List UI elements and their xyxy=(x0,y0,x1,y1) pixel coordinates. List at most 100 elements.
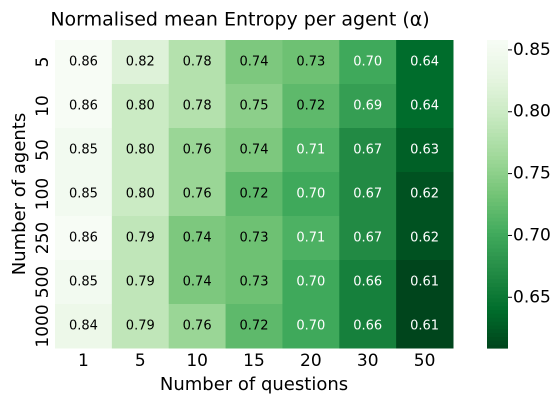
colorbar-segment xyxy=(487,120,508,126)
heatmap-cell xyxy=(225,128,283,173)
cell-label: 0.73 xyxy=(240,231,269,246)
cell-label: 0.64 xyxy=(410,55,439,70)
heatmap-cell xyxy=(396,84,454,129)
colorbar-segment xyxy=(487,93,508,99)
colorbar-segment xyxy=(487,209,508,214)
colorbar-segment xyxy=(487,97,508,103)
colorbar-segment xyxy=(487,132,508,137)
cell-label: 0.74 xyxy=(240,55,269,70)
cell-label: 0.86 xyxy=(69,99,98,114)
colorbar-segment xyxy=(487,220,508,226)
cell-label: 0.71 xyxy=(296,143,325,158)
colorbar-segment xyxy=(487,213,508,218)
heatmap-cell xyxy=(225,40,283,85)
heatmap-cell xyxy=(55,128,113,173)
colorbar-segment xyxy=(487,328,508,334)
colorbar-segment xyxy=(487,155,508,160)
colorbar-segment xyxy=(487,321,508,326)
heatmap-cell xyxy=(111,128,170,173)
cell-label: 0.66 xyxy=(353,275,382,290)
colorbar-segment xyxy=(487,271,508,276)
heatmap-cell xyxy=(339,216,397,261)
colorbar-segment xyxy=(487,40,508,45)
heatmap-cell xyxy=(396,172,454,217)
colorbar-segment xyxy=(487,201,508,207)
heatmap-cell xyxy=(339,40,397,85)
colorbar-segment xyxy=(487,190,508,195)
colorbar-segment xyxy=(487,140,508,145)
colorbar-segment xyxy=(487,332,508,338)
heatmap-cell xyxy=(168,260,227,305)
cell-label: 0.73 xyxy=(296,55,325,70)
colorbar-segment xyxy=(487,309,508,314)
colorbar-segment xyxy=(487,244,508,249)
cell-label: 0.76 xyxy=(183,319,212,334)
colorbar-segment xyxy=(487,143,508,149)
cell-label: 0.82 xyxy=(126,55,155,70)
colorbar-segment xyxy=(487,336,508,341)
heatmap-cell xyxy=(111,84,170,129)
colorbar-segment xyxy=(487,78,508,83)
heatmap-cell xyxy=(111,216,170,261)
colorbar-segment xyxy=(487,59,508,64)
colorbar-segment xyxy=(487,294,508,299)
colorbar-segment xyxy=(487,170,508,176)
x-tick-label: 15 xyxy=(243,351,265,371)
cell-label: 0.85 xyxy=(69,275,98,290)
cell-label: 0.62 xyxy=(410,231,439,246)
colorbar-segment xyxy=(487,263,508,268)
colorbar-segment xyxy=(487,43,508,49)
colorbar-segment xyxy=(487,228,508,234)
colorbar-segment xyxy=(487,74,508,80)
x-tick-label: 5 xyxy=(135,351,146,371)
colorbar-tick-label: 0.65 xyxy=(513,287,551,307)
colorbar-segment xyxy=(487,47,508,53)
colorbar-segment xyxy=(487,267,508,272)
heatmap-cell xyxy=(225,304,283,349)
colorbar-segment xyxy=(487,317,508,322)
heatmap-cell xyxy=(339,304,397,349)
colorbar-segment xyxy=(487,217,508,222)
colorbar-tick-label: 0.80 xyxy=(513,102,551,122)
cell-label: 0.64 xyxy=(410,99,439,114)
cell-label: 0.61 xyxy=(410,319,439,334)
cell-label: 0.86 xyxy=(69,55,98,70)
colorbar-segment xyxy=(487,174,508,180)
colorbar-segment xyxy=(487,247,508,253)
heatmap-cell xyxy=(282,260,340,305)
colorbar-segment xyxy=(487,290,508,295)
heatmap-cell xyxy=(55,40,113,85)
cell-label: 0.74 xyxy=(240,143,269,158)
heatmap-cell xyxy=(396,40,454,85)
cell-label: 0.62 xyxy=(410,187,439,202)
x-tick-label: 1 xyxy=(78,351,89,371)
colorbar-segment xyxy=(487,163,508,168)
colorbar-segment xyxy=(487,205,508,210)
cell-label: 0.78 xyxy=(183,55,212,70)
cell-label: 0.75 xyxy=(240,99,269,114)
cell-label: 0.70 xyxy=(296,187,325,202)
heatmap-cell xyxy=(168,40,227,85)
cell-label: 0.85 xyxy=(69,143,98,158)
x-tick-label: 10 xyxy=(186,351,208,371)
heatmap-cell xyxy=(396,304,454,349)
heatmap-cell xyxy=(111,172,170,217)
heatmap-cell xyxy=(55,260,113,305)
colorbar-segment xyxy=(487,324,508,330)
heatmap-cell xyxy=(225,172,283,217)
cell-label: 0.74 xyxy=(183,275,212,290)
colorbar-segment xyxy=(487,301,508,307)
colorbar-segment xyxy=(487,70,508,76)
colorbar-segment xyxy=(487,55,508,60)
cell-label: 0.79 xyxy=(126,275,155,290)
colorbar-segment xyxy=(487,82,508,87)
heatmap-cell xyxy=(282,84,340,129)
heatmap-cell xyxy=(225,260,283,305)
colorbar-segment xyxy=(487,255,508,261)
heatmap-cell xyxy=(339,260,397,305)
x-tick-label: 30 xyxy=(357,351,379,371)
cell-label: 0.73 xyxy=(240,275,269,290)
colorbar-segment xyxy=(487,186,508,191)
colorbar-segment xyxy=(487,151,508,157)
heatmap-cell xyxy=(55,304,113,349)
